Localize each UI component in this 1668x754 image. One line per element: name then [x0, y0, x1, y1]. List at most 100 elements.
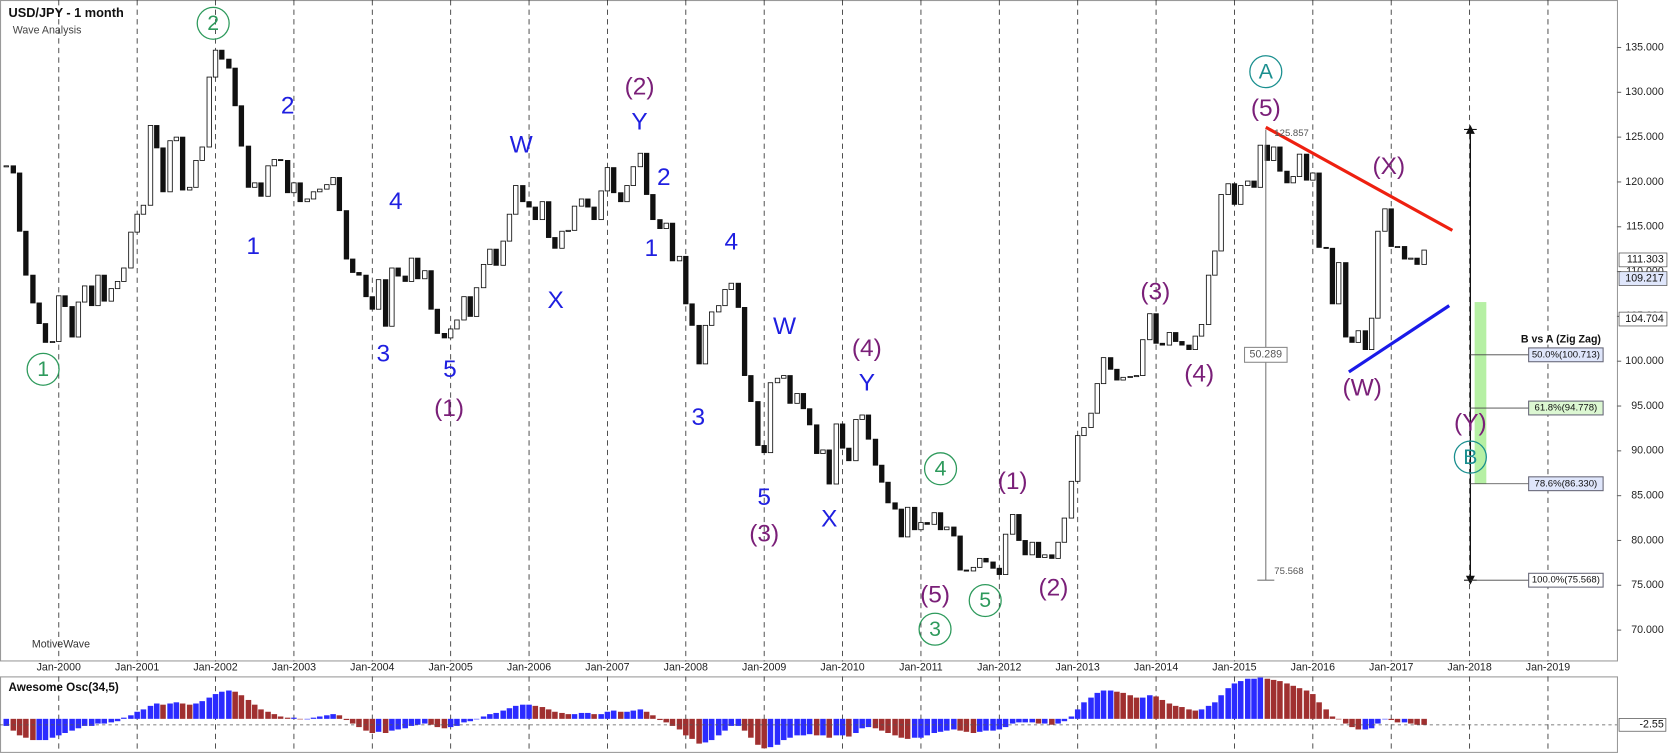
wave-label: (4): [1184, 360, 1214, 387]
oscillator-bar: [1277, 681, 1283, 719]
oscillator-bar: [1139, 697, 1146, 719]
candle: [1421, 249, 1427, 265]
price-tag: [1618, 271, 1668, 286]
oscillator-bar: [669, 718, 676, 726]
candle: [545, 201, 552, 238]
oscillator-bar: [591, 714, 597, 719]
candle: [669, 222, 676, 262]
candle: [49, 341, 56, 343]
candle: [467, 296, 473, 317]
candle: [526, 201, 532, 208]
wave-label: Y: [859, 369, 875, 396]
candle: [128, 231, 134, 269]
candle: [755, 401, 761, 446]
oscillator-bar: [774, 718, 781, 745]
oscillator-panel: [0, 676, 1619, 753]
oscillator-bar: [1094, 692, 1101, 719]
candle: [69, 306, 75, 338]
candle: [252, 182, 258, 188]
y-tick-label: 90.000: [1631, 445, 1664, 457]
wave-label: (3): [749, 521, 779, 548]
candle: [1355, 330, 1361, 343]
oscillator-bar: [604, 711, 611, 719]
oscillator-bar: [1081, 702, 1087, 719]
candle: [480, 263, 487, 289]
candle: [1114, 368, 1120, 381]
candle: [552, 237, 558, 249]
oscillator-bar: [1225, 688, 1231, 719]
oscillator-bar: [1100, 690, 1107, 719]
candle: [1107, 357, 1114, 370]
fib-label: 78.6%(86.330): [1535, 478, 1598, 489]
oscillator-bar: [951, 718, 957, 730]
candle: [1310, 172, 1316, 181]
oscillator-bar: [1329, 716, 1336, 719]
oscillator-bar: [422, 718, 428, 724]
x-tick-label: Jan-2000: [37, 662, 81, 674]
oscillator-bar: [121, 717, 127, 719]
oscillator-bar: [1055, 718, 1061, 724]
candle: [147, 125, 154, 206]
candle: [598, 190, 604, 221]
candle: [317, 188, 323, 193]
y-tick-label: 120.000: [1625, 176, 1664, 188]
candle: [30, 274, 36, 304]
oscillator-bar: [532, 705, 539, 719]
candle: [3, 165, 9, 168]
candle: [892, 502, 898, 510]
oscillator-bar: [160, 704, 166, 719]
candle: [1284, 170, 1290, 184]
oscillator-bar: [291, 717, 297, 719]
oscillator-bar: [1074, 709, 1081, 719]
oscillator-bar: [931, 718, 938, 733]
trendline: [1348, 304, 1451, 374]
oscillator-bar: [761, 718, 767, 749]
candle: [356, 272, 362, 276]
oscillator-bar: [330, 714, 336, 719]
x-tick-label: Jan-2002: [193, 662, 237, 674]
x-tick-label: Jan-2006: [507, 662, 551, 674]
candle: [1081, 427, 1087, 437]
candle: [794, 393, 800, 404]
candle: [1094, 383, 1100, 414]
wave-label: X: [821, 505, 837, 532]
candle: [336, 177, 343, 212]
oscillator-bar: [702, 718, 709, 743]
candle: [121, 267, 127, 282]
fib-label-box: [1528, 400, 1604, 416]
candle: [140, 204, 147, 215]
oscillator-tag-label: -2.55: [1640, 719, 1664, 731]
candle: [709, 311, 715, 326]
oscillator-bar: [310, 717, 317, 719]
candle: [963, 569, 970, 572]
oscillator-bar: [963, 718, 970, 732]
candle: [924, 522, 930, 525]
oscillator-bar: [585, 712, 591, 719]
oscillator-bar: [578, 712, 585, 719]
candle: [95, 274, 101, 307]
oscillator-bar: [741, 718, 748, 731]
price-tag-label: 104.704: [1625, 313, 1664, 325]
oscillator-bar: [617, 711, 624, 719]
candle: [389, 267, 395, 327]
candle: [81, 285, 88, 303]
candle: [56, 295, 62, 342]
candle: [657, 219, 663, 229]
y-tick-label: 100.000: [1625, 355, 1664, 367]
oscillator-bar: [839, 718, 846, 736]
oscillator-bar: [794, 718, 800, 736]
wave-label: Y: [631, 108, 647, 135]
candle: [1061, 517, 1068, 543]
oscillator-bar: [767, 718, 774, 748]
oscillator-bar: [1127, 695, 1133, 719]
oscillator-bar: [23, 718, 29, 738]
oscillator-bar: [473, 718, 480, 720]
oscillator-bar: [630, 710, 637, 719]
oscillator-bar: [1303, 690, 1310, 719]
oscillator-bar: [1362, 718, 1369, 730]
oscillator-bar: [219, 691, 225, 719]
candle: [1140, 339, 1146, 376]
candle: [728, 282, 734, 290]
oscillator-bar: [512, 705, 519, 719]
